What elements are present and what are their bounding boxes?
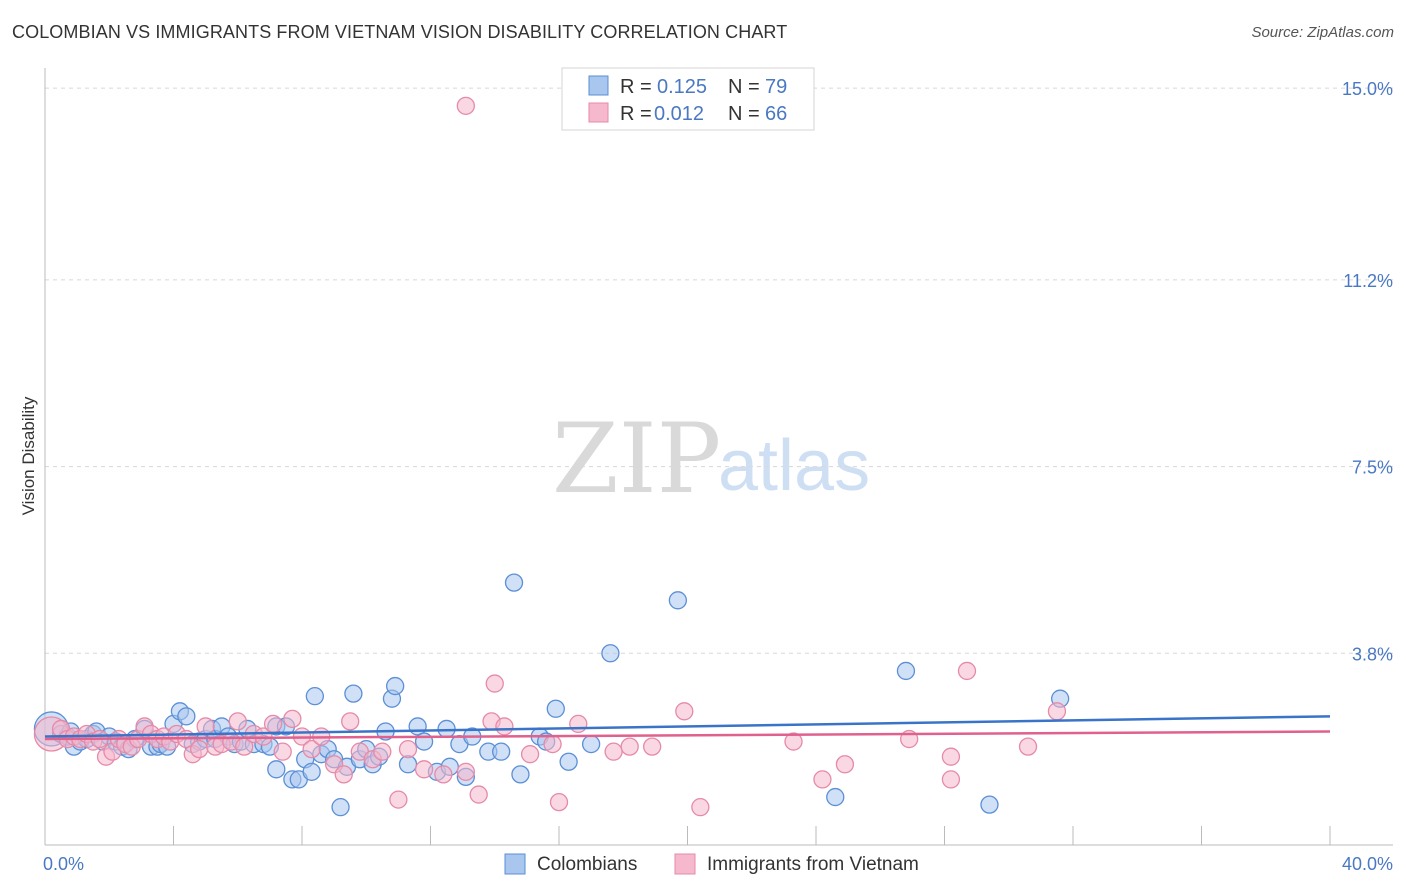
vietnam-point: [941, 747, 961, 766]
vietnam-point: [835, 755, 855, 774]
y-tick-label: 3.8%: [1352, 644, 1393, 664]
vietnam-trend-line: [44, 730, 1331, 741]
colombian-point: [504, 573, 524, 592]
colombian-point: [826, 787, 845, 807]
x-tick-label: 0.0%: [43, 854, 84, 874]
y-tick-label: 7.5%: [1352, 458, 1393, 478]
colombian-point: [896, 661, 916, 681]
colombian-point: [344, 684, 363, 703]
vietnam-point: [485, 674, 504, 693]
trend-lines: [44, 715, 1331, 741]
colombian-point: [386, 676, 405, 696]
vietnam-point: [941, 770, 961, 789]
vietnam-point: [389, 790, 408, 809]
x-tick-labels: 0.0% 40.0%: [43, 854, 1393, 874]
vietnam-point: [228, 712, 247, 731]
legend-n-value-2: 66: [765, 103, 787, 125]
y-tick-label: 11.2%: [1343, 271, 1393, 291]
vietnam-point: [334, 765, 353, 784]
legend-r-value-1: 0.125: [657, 76, 707, 98]
colombian-point: [398, 755, 418, 774]
watermark-atlas: atlas: [718, 426, 870, 506]
y-tick-labels: 3.8% 7.5% 11.2% 15.0%: [1342, 79, 1393, 664]
colombian-point: [267, 760, 286, 779]
vietnam-point: [813, 770, 832, 789]
colombian-point: [559, 752, 578, 771]
bottom-legend-label-colombians: Colombians: [537, 854, 637, 875]
watermark-zip: ZIP: [552, 403, 721, 515]
legend-r-label-2: R =: [620, 103, 652, 125]
legend-n-label-2: N =: [728, 103, 760, 125]
colombian-point: [177, 707, 196, 726]
colombian-point: [408, 717, 427, 736]
vietnam-point: [675, 702, 694, 721]
legend-swatch-vietnam: [588, 102, 609, 123]
bottom-legend-label-vietnam: Immigrants from Vietnam: [707, 854, 919, 875]
vietnam-point: [549, 792, 569, 812]
colombian-point: [511, 765, 530, 784]
colombian-point: [980, 795, 999, 814]
data-points: [33, 96, 1070, 817]
gridlines: [44, 87, 1393, 845]
legend-r-value-2: 0.012: [654, 103, 704, 125]
bottom-legend-swatch-vietnam: [674, 853, 696, 875]
vietnam-point: [341, 712, 360, 731]
vietnam-point: [190, 739, 209, 759]
vietnam-point: [604, 742, 623, 761]
vietnam-point: [414, 760, 434, 779]
vietnam-point: [957, 661, 977, 681]
colombian-point: [492, 742, 511, 761]
vietnam-point: [469, 785, 488, 804]
vietnam-point: [398, 739, 418, 759]
colombian-point: [601, 644, 620, 663]
vietnam-point: [569, 714, 588, 734]
vietnam-point: [456, 762, 475, 781]
colombian-trend-line: [44, 715, 1331, 738]
vietnam-point: [495, 717, 514, 736]
legend-n-value-1: 79: [765, 76, 787, 98]
x-tick-label: 40.0%: [1342, 854, 1393, 874]
colombian-point: [546, 699, 565, 718]
vietnam-point: [1018, 737, 1038, 756]
vietnam-point: [302, 739, 321, 759]
vietnam-point: [273, 742, 292, 761]
vietnam-point: [434, 765, 453, 784]
legend-swatch-colombians: [588, 75, 609, 96]
vietnam-point: [456, 96, 475, 115]
y-tick-label: 15.0%: [1342, 79, 1393, 99]
vietnam-point: [520, 745, 540, 764]
colombian-point: [331, 798, 350, 817]
chart-title: COLOMBIAN VS IMMIGRANTS FROM VIETNAM VIS…: [12, 22, 788, 42]
vietnam-point: [1047, 702, 1067, 721]
colombian-point: [581, 734, 601, 754]
colombian-point: [302, 762, 321, 781]
chart-source: Source: ZipAtlas.com: [1251, 24, 1394, 41]
vietnam-point: [620, 737, 639, 756]
legend-r-label-1: R =: [620, 76, 652, 98]
vietnam-point: [543, 734, 562, 754]
colombian-point: [668, 591, 688, 610]
bottom-legend-swatch-colombians: [504, 853, 526, 875]
vietnam-point: [283, 709, 302, 729]
y-axis-label: Vision Disability: [19, 396, 38, 515]
vietnam-point: [263, 714, 283, 734]
colombian-point: [305, 687, 325, 706]
vietnam-point: [643, 737, 662, 756]
legend-n-label-1: N =: [728, 76, 760, 98]
vietnam-point: [196, 717, 215, 736]
correlation-legend: R = 0.125 N = 79 R = 0.012 N = 66: [561, 67, 815, 131]
series-legend: Colombians Immigrants from Vietnam: [504, 853, 919, 875]
vietnam-point: [691, 798, 710, 817]
vietnam-point: [373, 742, 392, 761]
vietnam-point: [784, 732, 803, 751]
